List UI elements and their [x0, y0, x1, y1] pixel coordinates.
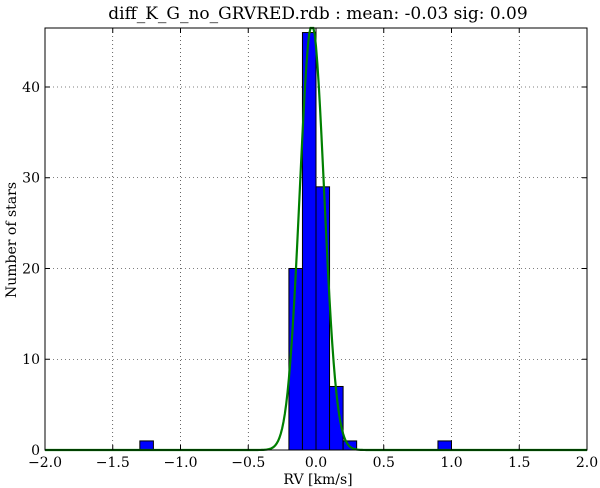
- x-tick-label: 2.0: [576, 455, 598, 471]
- y-tick-label: 30: [22, 171, 40, 187]
- x-axis-label: RV [km/s]: [283, 472, 352, 488]
- x-tick-label: 0.5: [373, 455, 395, 471]
- y-tick-label: 0: [31, 443, 40, 459]
- x-axis-ticks: −2.0 −1.5 −1.0 −0.5 0.0 0.5 1.0 1.5 2.0: [28, 28, 598, 471]
- histogram-bar: [139, 440, 154, 451]
- x-tick-label: −1.0: [164, 455, 198, 471]
- x-tick-label: −0.5: [231, 455, 265, 471]
- y-tick-label: 40: [22, 80, 40, 96]
- histogram-bar: [315, 186, 331, 451]
- x-tick-label: 1.5: [508, 455, 530, 471]
- y-tick-label: 20: [22, 261, 40, 277]
- x-tick-label: 1.0: [440, 455, 462, 471]
- y-tick-label: 10: [22, 352, 40, 368]
- histogram-bar: [437, 440, 453, 451]
- histogram-bars: [139, 32, 453, 451]
- plot-area: −2.0 −1.5 −1.0 −0.5 0.0 0.5 1.0 1.5 2.0 0 10 20 30 4…: [22, 26, 598, 471]
- x-tick-label: −1.5: [96, 455, 130, 471]
- y-axis-ticks: 0 10 20 30 40: [22, 80, 587, 459]
- x-tick-label: −2.0: [28, 455, 62, 471]
- chart-title: diff_K_G_no_GRVRED.rdb : mean: -0.03 sig…: [108, 4, 527, 24]
- x-tick-label: 0.0: [305, 455, 327, 471]
- y-axis-label: Number of stars: [4, 182, 20, 298]
